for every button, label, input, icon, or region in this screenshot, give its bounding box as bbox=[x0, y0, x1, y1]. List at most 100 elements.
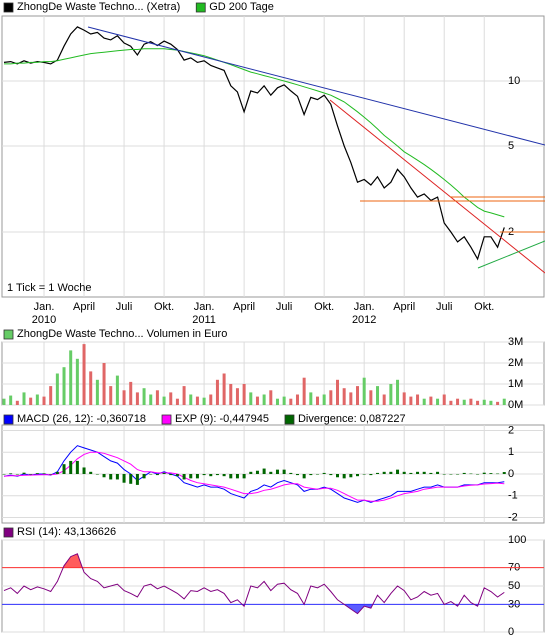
bar bbox=[489, 473, 493, 474]
x-tick-label: April bbox=[393, 301, 415, 313]
y-tick-label: 1 bbox=[508, 446, 514, 458]
bar bbox=[342, 388, 346, 405]
bar bbox=[462, 472, 466, 474]
bar bbox=[329, 390, 333, 405]
bar bbox=[289, 472, 293, 474]
bar bbox=[255, 396, 259, 405]
bar bbox=[142, 474, 146, 479]
bar bbox=[195, 474, 199, 479]
trend-line bbox=[477, 240, 545, 269]
bar bbox=[95, 474, 99, 475]
bar bbox=[396, 469, 400, 474]
y-tick-label: 100 bbox=[508, 534, 526, 546]
bar bbox=[409, 396, 413, 405]
legend-label: ZhongDe Waste Techno... Volumen in Euro bbox=[17, 328, 227, 340]
bar bbox=[162, 472, 166, 474]
bar bbox=[89, 371, 93, 405]
bar bbox=[175, 474, 179, 477]
bar bbox=[235, 474, 239, 479]
legend-label: RSI (14): 43,136626 bbox=[17, 526, 116, 538]
bar bbox=[416, 394, 420, 405]
line bbox=[4, 48, 505, 218]
bar bbox=[142, 388, 146, 405]
bar bbox=[29, 397, 33, 405]
bar bbox=[35, 473, 39, 474]
bar bbox=[476, 400, 480, 405]
legend-label: GD 200 Tage bbox=[209, 1, 274, 13]
bar bbox=[309, 392, 313, 405]
bar bbox=[409, 472, 413, 474]
bar bbox=[449, 474, 453, 475]
bar bbox=[49, 386, 53, 405]
x-tick-label: April bbox=[73, 301, 95, 313]
legend-swatch bbox=[3, 329, 14, 340]
y-tick-label: 3M bbox=[508, 336, 523, 348]
bar bbox=[35, 394, 39, 405]
bar bbox=[482, 472, 486, 474]
bar bbox=[75, 460, 79, 474]
bar bbox=[182, 474, 186, 480]
x-tick-label: Okt. bbox=[154, 301, 174, 313]
bar bbox=[456, 474, 460, 475]
bar bbox=[322, 472, 326, 474]
bar bbox=[469, 473, 473, 475]
bar bbox=[502, 398, 506, 405]
y-tick-label: -2 bbox=[508, 511, 518, 523]
bar bbox=[349, 474, 353, 478]
bar bbox=[229, 474, 233, 479]
panel-frame bbox=[1, 15, 545, 298]
bar bbox=[149, 394, 153, 405]
bar bbox=[242, 384, 246, 405]
bar bbox=[149, 474, 153, 475]
bar bbox=[62, 464, 66, 474]
x-tick-label: Jan. 2012 bbox=[352, 301, 376, 326]
trend-line bbox=[329, 99, 545, 274]
bar bbox=[222, 474, 226, 477]
y-tick-label: -1 bbox=[508, 490, 518, 502]
bar bbox=[109, 386, 113, 405]
bar bbox=[362, 474, 366, 475]
bar bbox=[342, 474, 346, 479]
bar bbox=[382, 471, 386, 474]
bar bbox=[489, 400, 493, 405]
bar bbox=[422, 398, 426, 405]
bar bbox=[22, 392, 26, 405]
bar bbox=[2, 474, 6, 475]
bar bbox=[315, 474, 319, 475]
y-tick-label: 2 bbox=[508, 424, 514, 436]
x-tick-label: Juli bbox=[276, 301, 293, 313]
bar bbox=[189, 474, 193, 479]
legend-label: Divergence: 0,087227 bbox=[298, 413, 406, 425]
bar bbox=[289, 398, 293, 405]
bar bbox=[2, 398, 6, 405]
y-tick-label: 10 bbox=[508, 75, 520, 87]
bar bbox=[235, 388, 239, 405]
x-tick-label: Juli bbox=[116, 301, 133, 313]
legend-label: ZhongDe Waste Techno... (Xetra) bbox=[17, 1, 180, 13]
bar bbox=[215, 474, 219, 476]
bar bbox=[162, 396, 166, 405]
bar bbox=[129, 381, 133, 405]
panel-frame bbox=[1, 341, 545, 406]
bar bbox=[469, 398, 473, 405]
x-tick-label: Jan. 2010 bbox=[32, 301, 56, 326]
bar bbox=[49, 474, 53, 475]
bar bbox=[182, 386, 186, 405]
bar bbox=[55, 471, 59, 474]
bar bbox=[82, 344, 86, 405]
bar bbox=[202, 397, 206, 405]
bar bbox=[262, 468, 266, 474]
line bbox=[3, 445, 505, 503]
bar bbox=[442, 394, 446, 405]
bar bbox=[69, 460, 73, 474]
bar bbox=[9, 473, 13, 474]
bar bbox=[109, 474, 113, 480]
bar bbox=[389, 471, 393, 474]
bar bbox=[75, 358, 79, 405]
bar bbox=[155, 474, 159, 476]
bar bbox=[155, 390, 159, 405]
bar bbox=[442, 474, 446, 475]
bar bbox=[456, 398, 460, 405]
bar bbox=[215, 379, 219, 405]
bar bbox=[282, 396, 286, 405]
